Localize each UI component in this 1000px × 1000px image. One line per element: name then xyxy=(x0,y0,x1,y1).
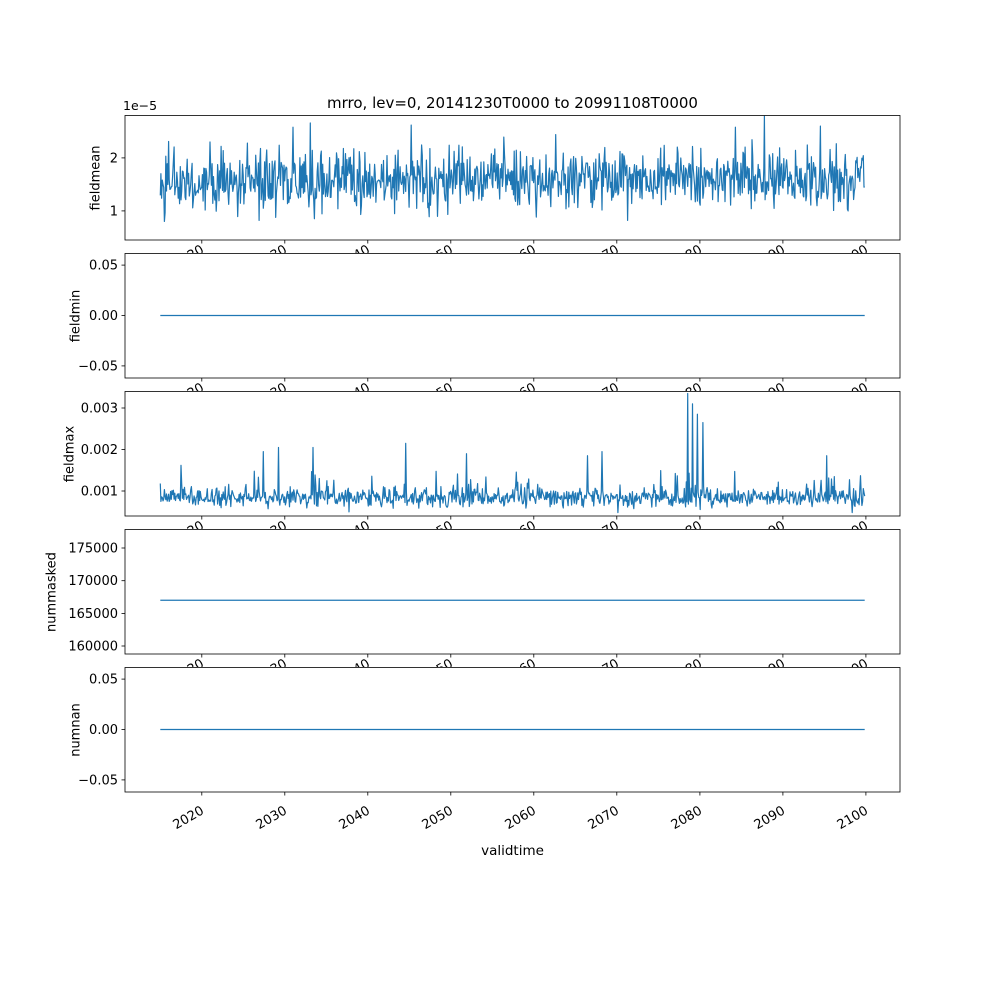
x-tick-label: 2070 xyxy=(586,380,622,391)
y-tick-label: −0.05 xyxy=(78,773,118,788)
fieldmax-canvas: 0.001 0.002 0.003 2020 2030 2040 2050 2060 2070 2… xyxy=(81,391,901,548)
x-tick-label: 2030 xyxy=(254,518,290,529)
x-tick-label: 2040 xyxy=(337,518,373,529)
y-tick-label: 175000 xyxy=(68,542,118,557)
subplot-fieldmin: −0.05 0.00 0.05 2020 2030 2040 2050 2060 2070 208… xyxy=(0,253,1000,410)
x-tick-label: 2060 xyxy=(503,242,539,253)
x-tick-label: 2050 xyxy=(420,656,456,667)
x-tick-label: 2090 xyxy=(752,380,788,391)
fieldmax-line xyxy=(159,392,866,514)
x-tick-label: 2020 xyxy=(171,242,207,253)
y-tick-label: 0.002 xyxy=(81,443,118,458)
x-tick-label: 2030 xyxy=(254,380,290,391)
x-tick-label: 2090 xyxy=(752,518,788,529)
y-tick-label: 0.05 xyxy=(89,259,118,274)
y-tick-label: 0.05 xyxy=(89,673,118,688)
x-tick-label: 2070 xyxy=(586,803,622,833)
y-axis-offset-label: 1e−5 xyxy=(123,98,158,113)
x-tick-label: 2060 xyxy=(503,518,539,529)
y-axis-label-fieldmean: fieldmean xyxy=(88,145,104,211)
x-tick-label: 2030 xyxy=(254,656,290,667)
numnan-canvas: −0.05 0.00 0.05 2020 2030 2040 2050 2060 2070 208… xyxy=(78,667,901,833)
y-tick-label: 0.001 xyxy=(81,485,118,500)
x-tick-label: 2050 xyxy=(420,380,456,391)
fieldmean-line xyxy=(159,115,866,223)
x-tick-label: 2090 xyxy=(752,656,788,667)
y-tick-label: 165000 xyxy=(68,607,118,622)
nummasked-canvas: 160000 165000 170000 175000 2020 2030 2040 2050… xyxy=(68,529,901,686)
fieldmin-canvas: −0.05 0.00 0.05 2020 2030 2040 2050 2060 2070 208… xyxy=(78,253,901,410)
y-axis-label-fieldmax: fieldmax xyxy=(62,425,78,483)
x-tick-label: 2050 xyxy=(420,803,456,833)
subplot-fieldmax: 0.001 0.002 0.003 2020 2030 2040 2050 2060 2070 2… xyxy=(0,391,1000,548)
x-tick-label: 2030 xyxy=(254,803,290,833)
x-tick-label: 2100 xyxy=(835,518,871,529)
x-tick-label: 2080 xyxy=(669,242,705,253)
x-tick-label: 2050 xyxy=(420,518,456,529)
x-tick-label: 2050 xyxy=(420,242,456,253)
y-tick-label: 160000 xyxy=(68,640,118,655)
x-tick-label: 2020 xyxy=(171,518,207,529)
x-tick-label: 2040 xyxy=(337,656,373,667)
y-tick-label: −0.05 xyxy=(78,359,118,374)
x-tick-label: 2100 xyxy=(835,242,871,253)
x-tick-label: 2020 xyxy=(171,803,207,833)
y-axis-label-fieldmin: fieldmin xyxy=(68,289,84,343)
x-tick-label: 2090 xyxy=(752,803,788,833)
x-tick-label: 2060 xyxy=(503,380,539,391)
subplot-nummasked: 160000 165000 170000 175000 2020 2030 2040 2050… xyxy=(0,529,1000,686)
x-tick-label: 2080 xyxy=(669,380,705,391)
x-tick-label: 2040 xyxy=(337,803,373,833)
x-tick-label: 2030 xyxy=(254,242,290,253)
x-tick-label: 2080 xyxy=(669,656,705,667)
x-axis-label: validtime xyxy=(481,843,544,859)
x-tick-label: 2040 xyxy=(337,380,373,391)
subplot-numnan: −0.05 0.00 0.05 2020 2030 2040 2050 2060 2070 208… xyxy=(0,667,1000,844)
x-tick-label: 2070 xyxy=(586,518,622,529)
y-tick-label: 2 xyxy=(110,151,118,166)
x-tick-label: 2090 xyxy=(752,242,788,253)
chart-title: mrro, lev=0, 20141230T0000 to 20991108T0… xyxy=(327,94,698,112)
x-tick-label: 2020 xyxy=(171,656,207,667)
x-tick-label: 2100 xyxy=(835,656,871,667)
subplot-fieldmean: 1 2 2020 2030 2040 2050 2060 2070 2080 2090 2100 xyxy=(0,115,1000,272)
x-tick-label: 2080 xyxy=(669,518,705,529)
y-tick-label: 1 xyxy=(110,204,118,219)
x-tick-label: 2070 xyxy=(586,656,622,667)
y-axis-label-nummasked: nummasked xyxy=(44,552,60,632)
y-tick-label: 170000 xyxy=(68,574,118,589)
x-tick-label: 2100 xyxy=(835,803,871,833)
y-tick-label: 0.00 xyxy=(89,723,118,738)
fieldmean-canvas: 1 2 2020 2030 2040 2050 2060 2070 2080 2090 2100 xyxy=(110,115,901,272)
x-tick-label: 2100 xyxy=(835,380,871,391)
x-tick-label: 2080 xyxy=(669,803,705,833)
x-tick-label: 2060 xyxy=(503,656,539,667)
y-tick-label: 0.003 xyxy=(81,402,118,417)
x-tick-label: 2070 xyxy=(586,242,622,253)
x-tick-label: 2020 xyxy=(171,380,207,391)
y-axis-label-numnan: numnan xyxy=(68,703,84,757)
x-tick-label: 2040 xyxy=(337,242,373,253)
y-tick-label: 0.00 xyxy=(89,309,118,324)
x-tick-label: 2060 xyxy=(503,803,539,833)
